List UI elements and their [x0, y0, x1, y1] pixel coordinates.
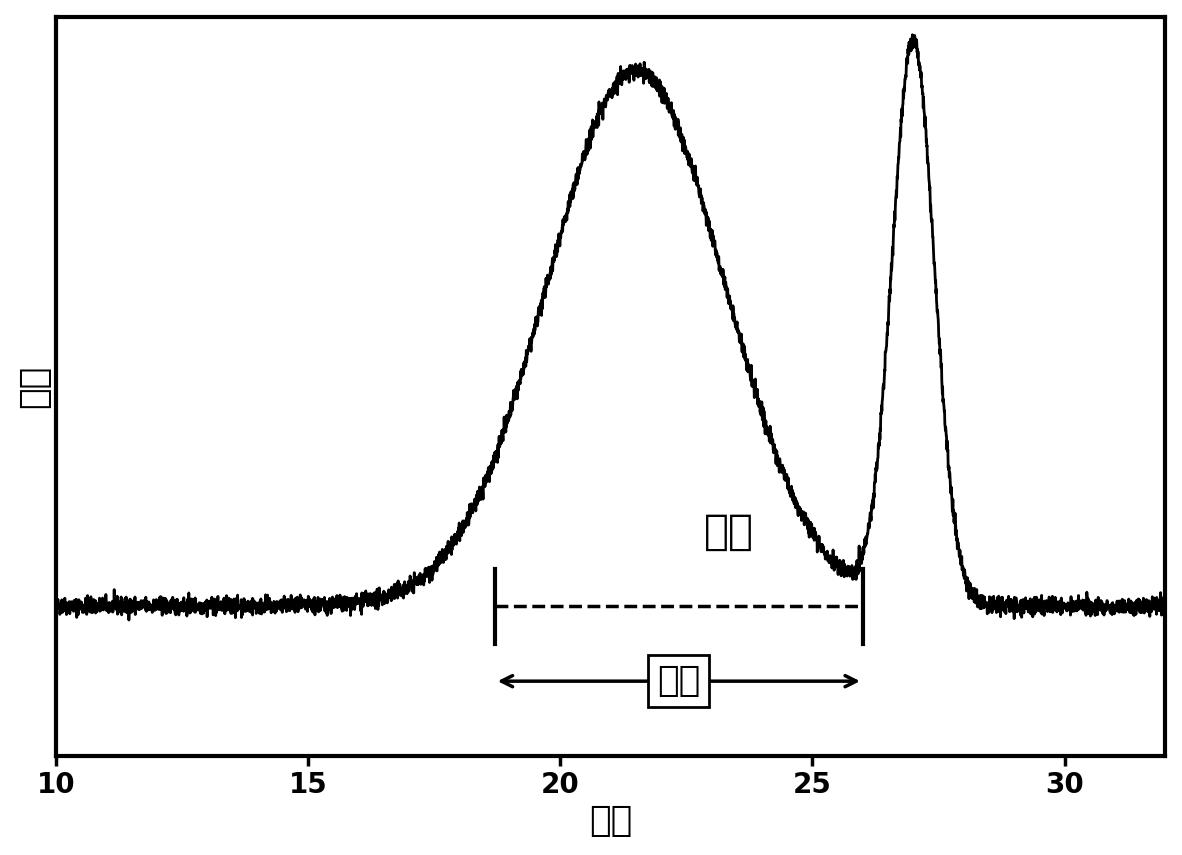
- Text: 区间: 区间: [657, 664, 701, 699]
- Text: 基线: 基线: [704, 510, 754, 552]
- X-axis label: 时间: 时间: [589, 805, 632, 839]
- Y-axis label: 强度: 强度: [17, 365, 51, 408]
